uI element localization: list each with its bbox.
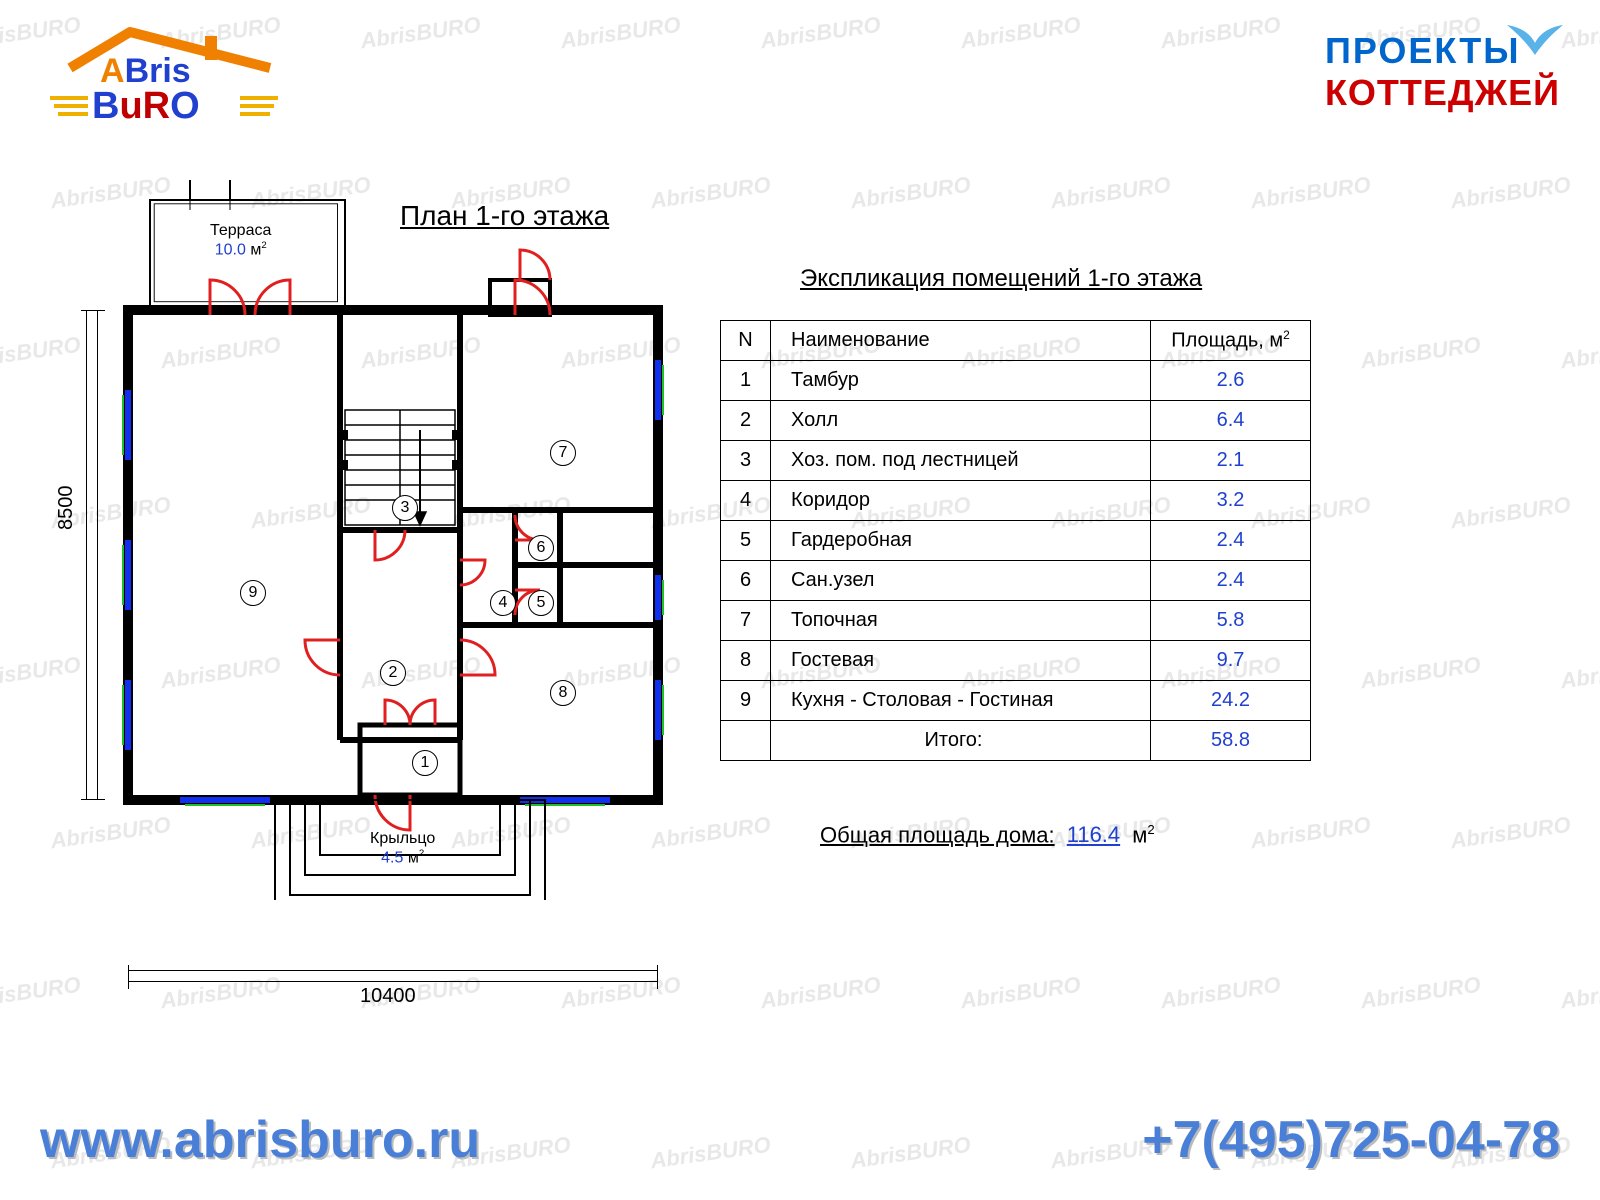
explication-table: N Наименование Площадь, м2 1Тамбур2.62Хо… (720, 320, 1311, 761)
logo-projects: ПРОЕКТЫ КОТТЕДЖЕЙ (1325, 30, 1560, 114)
table-row-total: Итого:58.8 (721, 721, 1311, 761)
table-header-area: Площадь, м2 (1151, 321, 1311, 361)
porch-label: Крыльцо 4.5 м2 (370, 830, 435, 867)
table-row: 1Тамбур2.6 (721, 361, 1311, 401)
table-row: 8Гостевая9.7 (721, 641, 1311, 681)
table-header-n: N (721, 321, 771, 361)
dimension-vertical-label: 8500 (55, 486, 78, 531)
table-header-name: Наименование (771, 321, 1151, 361)
room-number-1: 1 (412, 750, 438, 776)
room-number-6: 6 (528, 535, 554, 561)
dimension-horizontal-label: 10400 (360, 985, 416, 1008)
room-number-3: 3 (392, 495, 418, 521)
logo-right-line2: КОТТЕДЖЕЙ (1325, 72, 1560, 114)
floor-plan: ill/> (120, 180, 680, 900)
room-number-5: 5 (528, 590, 554, 616)
room-number-7: 7 (550, 440, 576, 466)
svg-text:BuRO: BuRO (92, 85, 200, 127)
footer-url: www.abrisburo.ru (40, 1110, 480, 1170)
explication-title: Экспликация помещений 1-го этажа (800, 265, 1202, 293)
table-row: 5Гардеробная2.4 (721, 521, 1311, 561)
dimension-horizontal (128, 970, 658, 982)
room-number-4: 4 (490, 590, 516, 616)
bird-icon (1505, 15, 1565, 70)
room-number-8: 8 (550, 680, 576, 706)
table-row: 3Хоз. пом. под лестницей2.1 (721, 441, 1311, 481)
terrace-label: Терраса 10.0 м2 (210, 222, 271, 259)
dimension-vertical (86, 310, 98, 800)
room-number-2: 2 (380, 660, 406, 686)
table-row: 6Сан.узел2.4 (721, 561, 1311, 601)
table-row: 2Холл6.4 (721, 401, 1311, 441)
table-row: 9Кухня - Столовая - Гостиная24.2 (721, 681, 1311, 721)
footer-phone: +7(495)725-04-78 (1142, 1110, 1560, 1170)
room-number-9: 9 (240, 580, 266, 606)
house-total: Общая площадь дома: 116.4 м2 (820, 822, 1155, 848)
logo-abrisburo: ABris BuRO (40, 20, 300, 130)
table-row: 4Коридор3.2 (721, 481, 1311, 521)
table-row: 7Топочная5.8 (721, 601, 1311, 641)
